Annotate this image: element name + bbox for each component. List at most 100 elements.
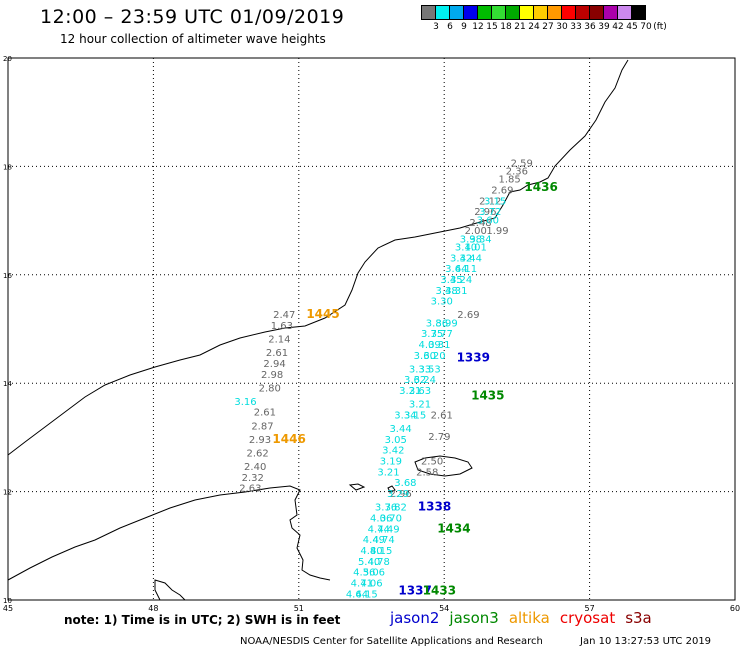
gray-wave-value: 2.58	[416, 467, 438, 478]
cyan-wave-value: 3.15	[404, 410, 426, 421]
cyan-wave-value: 4.74	[368, 524, 390, 535]
page-subtitle: 12 hour collection of altimeter wave hei…	[60, 32, 326, 46]
cyan-wave-value: 3.82	[385, 503, 407, 514]
pass-time-label: 1436	[524, 180, 557, 194]
gray-wave-value: 2.61	[431, 410, 453, 421]
gray-wave-value: 1.63	[271, 321, 293, 332]
gray-wave-value: 2.48	[469, 218, 491, 229]
pass-time-label: 1435	[471, 388, 504, 402]
gray-wave-value: 2.12	[479, 196, 501, 207]
cyan-wave-value: 4.01	[465, 242, 487, 253]
gray-wave-value: 2.80	[259, 383, 281, 394]
cyan-wave-value: 3.72	[479, 207, 501, 218]
legend-label: 39	[598, 22, 610, 32]
cyan-wave-value: 3.63	[409, 386, 431, 397]
cyan-wave-value: 3.68	[394, 478, 416, 489]
cyan-wave-value: 3.98	[460, 234, 482, 245]
cyan-wave-value: 3.48	[435, 286, 457, 297]
cyan-wave-value: 4.09	[419, 340, 441, 351]
units-note: note: 1) Time is in UTC; 2) SWH is in fe…	[64, 613, 341, 627]
cyan-wave-value: 3.70	[380, 513, 402, 524]
legend-label: 3	[433, 22, 439, 32]
cyan-wave-value: 3.45	[440, 275, 462, 286]
lat-tick-label: 10	[3, 597, 12, 605]
gray-wave-value: 2.00	[465, 226, 487, 237]
cyan-wave-value: 3.19	[380, 457, 402, 468]
cyan-wave-value: 4.49	[377, 524, 399, 535]
cyan-wave-value: 3.29	[387, 489, 409, 500]
lon-tick-label: 48	[148, 604, 158, 613]
cyan-wave-value: 4.74	[372, 535, 394, 546]
legend-label: 45	[626, 22, 638, 32]
lon-tick-label: 57	[585, 604, 595, 613]
cyan-wave-value: 4.71	[351, 578, 373, 589]
gray-wave-value: 2.63	[239, 484, 261, 495]
gray-wave-value: 2.87	[251, 421, 273, 432]
gray-wave-value: 2.50	[421, 457, 443, 468]
satellite-legend: jason2 jason3 altika cryosat s3a	[390, 609, 662, 627]
legend-label: (ft)	[653, 22, 667, 32]
cyan-wave-value: 5.40	[358, 557, 380, 568]
satellite-altika: altika	[508, 609, 550, 627]
legend-label: 70	[640, 22, 652, 32]
cyan-wave-value: 3.86	[426, 318, 448, 329]
lat-tick-label: 14	[3, 380, 12, 388]
gray-wave-value: 2.47	[273, 310, 295, 321]
cyan-wave-value: 4.06	[360, 578, 382, 589]
gray-wave-value: 2.96	[389, 489, 411, 500]
legend-label: 33	[570, 22, 582, 32]
cyan-wave-value: 3.53	[419, 364, 441, 375]
satellite-jason2: jason2	[390, 609, 440, 627]
gray-wave-value: 1.99	[486, 226, 508, 237]
small-island	[387, 485, 396, 493]
legend-label: 36	[584, 22, 596, 32]
cyan-wave-value: 4.36	[353, 568, 375, 579]
cyan-wave-value: 3.31	[428, 340, 450, 351]
cyan-wave-value: 3.31	[445, 286, 467, 297]
cyan-wave-value: 4.15	[356, 589, 378, 600]
legend-label: 15	[486, 22, 498, 32]
lon-tick-label: 60	[730, 604, 740, 613]
gray-wave-value: 2.32	[242, 473, 264, 484]
cyan-wave-value: 3.30	[431, 297, 453, 308]
cyan-wave-value: 3.05	[385, 435, 407, 446]
color-scale-legend: 3 6 9 12 15 18 21 24 27 30 33 36 39 42 45 70 (ft)	[421, 5, 667, 34]
cyan-wave-value: 4.78	[368, 557, 390, 568]
cyan-wave-value: 5.06	[363, 568, 385, 579]
legend-label: 21	[514, 22, 526, 32]
coastline-africa	[7, 485, 331, 581]
cyan-wave-value: 3.34	[469, 234, 491, 245]
legend-swatch	[631, 5, 646, 20]
cyan-wave-value: 3.76	[375, 503, 397, 514]
coastline-arabia	[7, 59, 629, 456]
gray-wave-value: 2.96	[474, 207, 496, 218]
cyan-wave-value: 4.06	[370, 513, 392, 524]
cyan-wave-value: 3.16	[234, 397, 256, 408]
cyan-wave-value: 3.60	[477, 215, 499, 226]
gray-wave-value: 2.61	[266, 348, 288, 359]
cyan-wave-value: 3.10	[455, 242, 477, 253]
lat-tick-label: 12	[3, 489, 12, 497]
pass-time-label: 1339	[457, 351, 490, 365]
gray-wave-value: 2.69	[491, 186, 513, 197]
lon-tick-label: 54	[439, 604, 449, 613]
gray-wave-value: 2.69	[457, 310, 479, 321]
gray-wave-value: 1.85	[498, 175, 520, 186]
cyan-wave-value: 3.24	[450, 275, 472, 286]
lon-tick-label: 45	[3, 604, 13, 613]
legend-label: 18	[500, 22, 512, 32]
gray-wave-value: 2.36	[506, 167, 528, 178]
page-title: 12:00 – 23:59 UTC 01/09/2019	[40, 6, 345, 28]
legend-labels: 3 6 9 12 15 18 21 24 27 30 33 36 39 42 45 70 (ft)	[422, 20, 667, 34]
cyan-wave-value: 3.77	[431, 329, 453, 340]
lat-tick-label: 18	[3, 163, 12, 171]
socotra-island	[414, 455, 473, 477]
satellite-cryosat: cryosat	[559, 609, 616, 627]
gray-wave-value: 2.79	[428, 432, 450, 443]
cyan-wave-value: 3.42	[382, 446, 404, 457]
satellite-jason3: jason3	[449, 609, 499, 627]
cyan-wave-value: 4.11	[455, 264, 477, 275]
cyan-wave-value: 3.32	[450, 253, 472, 264]
legend-label: 30	[556, 22, 568, 32]
